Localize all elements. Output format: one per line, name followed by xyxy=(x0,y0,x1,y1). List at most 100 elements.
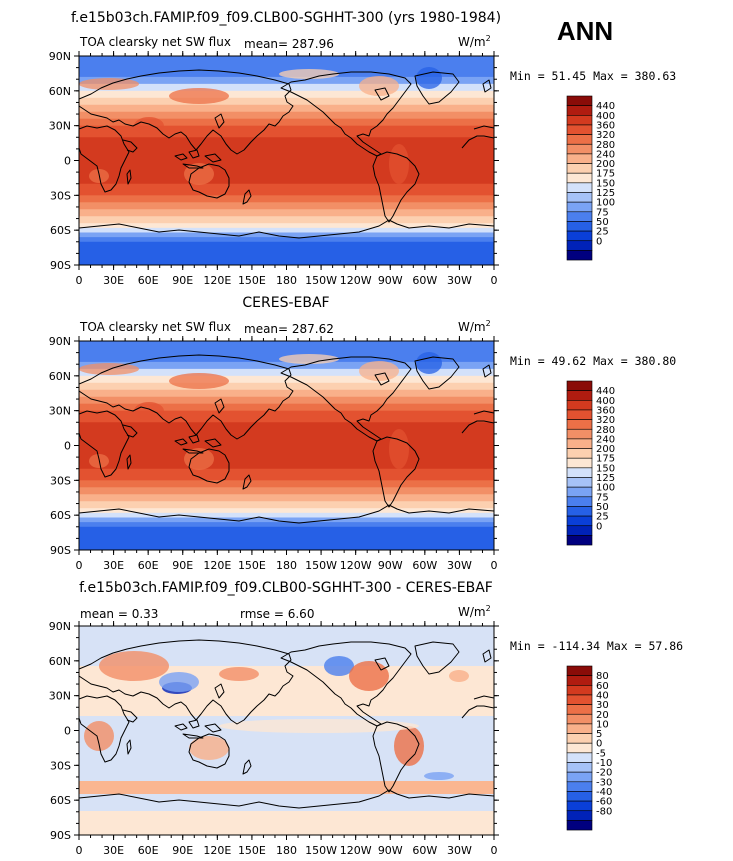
flux-band xyxy=(79,368,494,377)
flux-band xyxy=(79,104,494,113)
land-shading xyxy=(279,354,339,364)
colorbar-label: 40 xyxy=(596,690,609,701)
colorbar-swatch xyxy=(566,240,593,251)
lat-tick-label: 90N xyxy=(49,620,71,633)
land-shading xyxy=(169,88,229,104)
colorbar-swatch xyxy=(566,496,593,507)
flux-band xyxy=(79,195,494,203)
colorbar-label: 320 xyxy=(596,130,615,141)
colorbar-swatch xyxy=(566,95,593,106)
diff-anomaly xyxy=(159,672,199,692)
colorbar-label: 25 xyxy=(596,227,609,238)
lon-tick-label: 30E xyxy=(103,274,124,287)
lat-tick-label: 60S xyxy=(50,794,71,807)
colorbar-label: 240 xyxy=(596,434,615,445)
lat-tick-label: 0 xyxy=(64,155,71,168)
flux-band xyxy=(79,508,494,514)
colorbar-swatch xyxy=(566,800,593,812)
colorbar-label: 10 xyxy=(596,719,609,730)
flux-band xyxy=(79,468,494,481)
colorbar-swatch xyxy=(566,467,593,478)
colorbar-swatch xyxy=(566,211,593,222)
lon-tick-label: 150W xyxy=(305,844,337,857)
diff-anomaly xyxy=(219,719,419,733)
colorbar-label: 200 xyxy=(596,159,615,170)
colorbar-swatch xyxy=(566,665,593,676)
land-shading xyxy=(79,78,139,90)
minmax-label: Min = 49.62 Max = 380.80 xyxy=(510,354,676,368)
colorbar-swatch xyxy=(566,221,593,232)
colorbar-swatch xyxy=(566,515,593,527)
flux-band xyxy=(79,480,494,488)
colorbar-swatch xyxy=(566,409,593,420)
colorbar-label: -5 xyxy=(596,748,606,759)
colorbar-swatch xyxy=(566,230,593,242)
lon-tick-label: 90W xyxy=(378,274,403,287)
panel-title: f.e15b03ch.FAMIP.f09_f09.CLB00-SGHHT-300… xyxy=(79,580,493,596)
lat-tick-label: 0 xyxy=(64,725,71,738)
colorbar-label: -10 xyxy=(596,758,612,769)
flux-band xyxy=(79,422,494,470)
units-label: W/m2 xyxy=(458,319,491,334)
colorbar-swatch xyxy=(566,399,593,411)
diff-anomaly xyxy=(324,656,354,676)
lat-tick-label: 30N xyxy=(49,405,71,418)
colorbar-swatch xyxy=(566,675,593,686)
lon-tick-label: 60W xyxy=(412,844,437,857)
lon-tick-label: 90E xyxy=(172,844,193,857)
mean-label: mean = 0.33 xyxy=(80,607,158,621)
colorbar-swatch xyxy=(566,781,593,792)
colorbar-swatch xyxy=(566,153,593,164)
lon-tick-label: 150W xyxy=(305,274,337,287)
lat-tick-label: 60N xyxy=(49,655,71,668)
colorbar-label: 125 xyxy=(596,473,615,484)
lon-tick-label: 150W xyxy=(305,559,337,572)
map-field xyxy=(79,626,494,835)
lat-tick-label: 30S xyxy=(50,474,71,487)
colorbar-swatch xyxy=(566,525,593,536)
lon-tick-label: 150E xyxy=(238,274,266,287)
colorbar-label: 5 xyxy=(596,729,602,740)
diff-anomaly xyxy=(449,670,469,682)
diff-band xyxy=(79,811,494,835)
colorbar-swatch xyxy=(566,163,593,174)
flux-band xyxy=(79,209,494,217)
colorbar-swatch xyxy=(566,771,593,783)
colorbar-swatch xyxy=(566,390,593,401)
lon-tick-label: 120E xyxy=(203,844,231,857)
diff-anomaly xyxy=(84,721,114,751)
flux-band xyxy=(79,396,494,405)
colorbar-label: -40 xyxy=(596,787,612,798)
diff-anomaly xyxy=(99,651,169,681)
colorbar-swatch xyxy=(566,428,593,440)
colorbar-swatch xyxy=(566,250,593,261)
colorbar-swatch xyxy=(566,105,593,116)
flux-band xyxy=(79,410,494,423)
colorbar-swatch xyxy=(566,192,593,203)
lat-tick-label: 90N xyxy=(49,50,71,63)
colorbar-label: 400 xyxy=(596,111,615,122)
colorbar-label: 240 xyxy=(596,149,615,160)
colorbar-label: 360 xyxy=(596,405,615,416)
map-panel: CERES-EBAF TOA clearsky net SW flux mean= … xyxy=(49,295,676,572)
mean-label: mean= 287.62 xyxy=(244,322,334,336)
flux-band xyxy=(79,216,494,224)
lat-tick-label: 30S xyxy=(50,189,71,202)
colorbar-swatch xyxy=(566,733,593,744)
flux-band xyxy=(79,487,494,495)
colorbar-swatch xyxy=(566,742,593,754)
colorbar-swatch xyxy=(566,143,593,155)
lon-tick-label: 0 xyxy=(76,844,83,857)
colorbar-swatch xyxy=(566,380,593,391)
flux-band xyxy=(79,137,494,185)
diff-anomaly xyxy=(349,661,389,691)
colorbar-swatch xyxy=(566,791,593,802)
flux-band xyxy=(79,403,494,412)
units-label: W/m2 xyxy=(458,604,491,619)
lon-tick-label: 180 xyxy=(276,844,297,857)
diff-anomaly xyxy=(219,667,259,681)
colorbar-swatch xyxy=(566,820,593,831)
lon-tick-label: 30E xyxy=(103,559,124,572)
colorbar-label: 60 xyxy=(596,681,609,692)
